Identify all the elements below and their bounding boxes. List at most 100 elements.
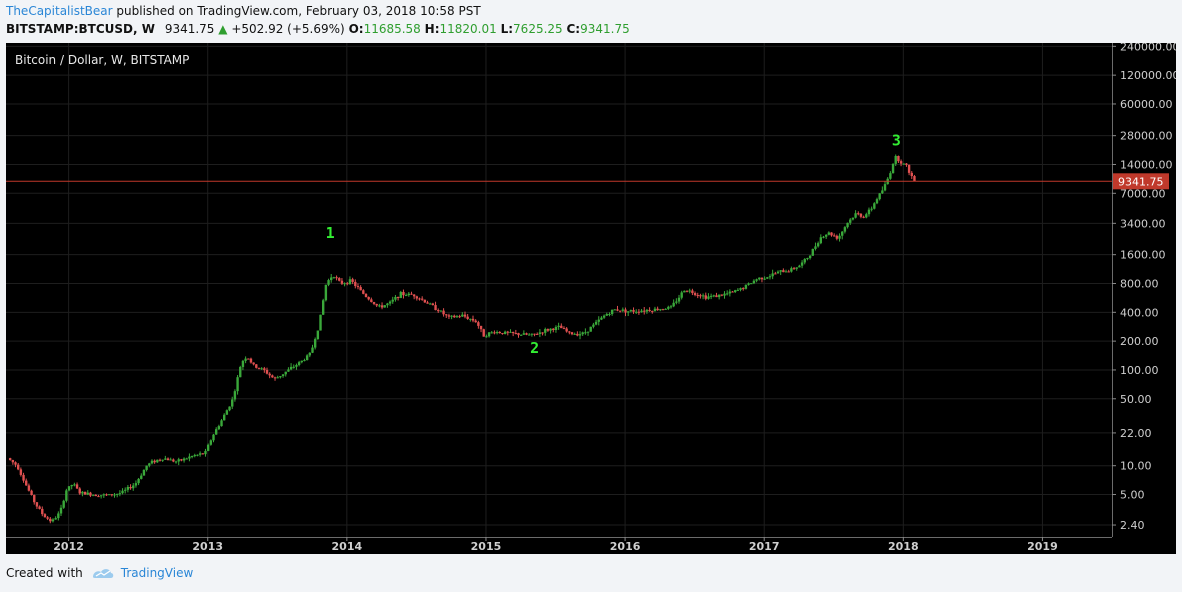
tradingview-link[interactable]: TradingView [120,566,194,580]
candle-body [335,277,338,279]
candle-body [629,310,633,312]
candle-body [241,360,245,367]
candle-body [319,314,322,331]
candle-body [158,459,162,461]
candle-body [910,172,913,177]
y-tick-label: 22.00 [1120,427,1152,440]
chart-frame[interactable]: 1 2 3 240000.00 120000.00 60000.00 28000.00 14… [6,40,1180,554]
candle-body [412,294,416,297]
candle-body [854,213,857,218]
candle-body [835,235,839,239]
candle-body [30,490,33,496]
candle-body [734,290,737,293]
candle-body [41,508,44,515]
candle-body [404,295,408,297]
candle-body [750,283,753,285]
y-tick-label: 14000.00 [1120,158,1173,171]
high-value: 11820.01 [439,22,497,36]
candle-body [803,259,806,263]
candle-body [576,333,579,336]
candle-body [83,491,87,495]
candle-body [758,277,761,280]
y-tick-label: 800.00 [1120,277,1159,290]
candle-body [169,459,172,461]
candle-body [78,488,81,494]
y-tick-label: 400.00 [1120,306,1159,319]
candle-body [798,265,801,268]
candle-body [284,371,287,375]
candle-body [121,490,124,494]
candle-body [97,496,100,498]
candle-body [455,316,459,318]
candle-body [760,277,764,280]
candle-body [54,518,57,520]
candle-body [380,305,384,308]
candle-body [552,328,555,331]
candle-body [99,495,103,497]
candle-body [704,295,707,299]
candle-body [562,328,566,330]
candle-body [479,325,483,330]
candle-body [790,268,793,272]
candle-body [557,325,560,327]
candle-body [859,213,863,217]
candle-body [597,319,600,322]
candle-body [124,489,127,491]
candle-body [134,483,138,486]
y-tick-label: 5.00 [1120,489,1145,502]
candle-body [19,469,23,475]
candle-body [25,480,28,486]
candle-body [635,311,638,313]
candle-body [881,190,884,194]
candle-body [495,332,499,334]
candle-body [426,302,429,304]
candle-body [610,309,614,314]
candle-body [699,295,702,297]
candle-body [110,494,114,496]
candle-body [281,374,285,377]
candle-body [838,235,841,239]
candle-body [305,355,309,361]
candle-body [873,203,876,209]
candle-body [525,333,528,335]
candle-body [677,297,681,302]
candle-body [731,291,734,293]
candle-body [554,326,558,331]
candle-body [747,283,750,285]
candle-body [396,296,400,298]
price-chart[interactable]: 1 2 3 240000.00 120000.00 60000.00 28000.00 14… [6,40,1180,554]
candle-body [594,321,598,325]
candle-body [640,310,643,313]
candle-body [150,460,154,464]
candle-body [768,276,772,278]
candle-body [204,450,207,455]
x-tick-label: 2018 [888,540,919,553]
candle-body [105,494,108,496]
candle-body [471,318,475,321]
candle-body [324,284,328,301]
candle-body [776,271,780,274]
y-tick-label: 120000.00 [1120,69,1176,82]
candle-body [707,296,710,299]
candle-body [177,459,180,462]
x-tick-label: 2015 [471,540,502,553]
candle-body [308,352,312,356]
candle-body [517,333,520,336]
candle-body [907,164,911,173]
low-label: L: [500,22,514,36]
candle-body [586,331,590,333]
ohlc-line: BITSTAMP:BTCUSD, W 9341.75 ▲ +502.92 (+5… [6,22,630,36]
candle-body [228,406,231,411]
candle-body [541,332,544,334]
author-link[interactable]: TheCapitalistBear [6,4,113,18]
candle-body [538,332,542,334]
candle-body [653,308,657,312]
candle-body [391,299,394,302]
candle-body [725,293,729,295]
candle-body [712,295,715,297]
candle-body [736,289,740,291]
candle-body [865,214,868,218]
y-tick-label: 200.00 [1120,335,1159,348]
y-tick-label: 60000.00 [1120,98,1173,111]
y-tick-label: 2.40 [1120,519,1145,532]
